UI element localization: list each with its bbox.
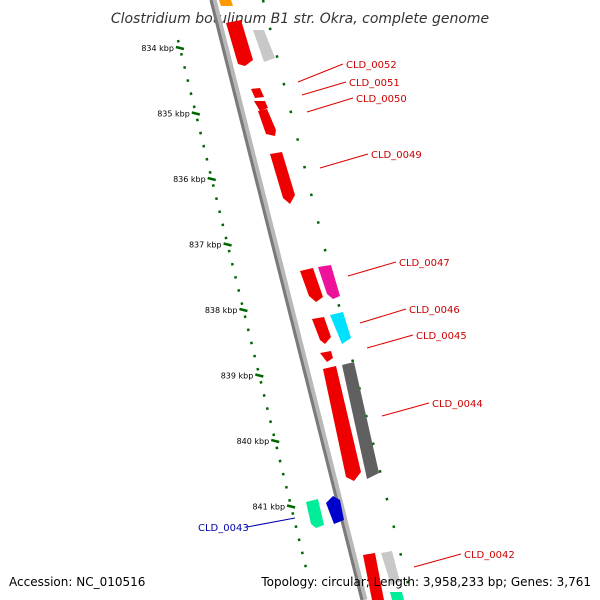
ruler-dotted-line (176, 39, 308, 569)
ruler-tick (239, 307, 248, 313)
ruler-tick (175, 45, 185, 51)
gene-cld-0049[interactable] (270, 152, 295, 204)
track-dashed-line (261, 0, 414, 600)
gene-leader-lines (246, 63, 462, 568)
gene-label-cld-0047[interactable]: CLD_0047 (399, 258, 450, 269)
ruler-tick (191, 111, 201, 116)
gene-label-cld-0052[interactable]: CLD_0052 (346, 60, 397, 71)
gene-label-cld-0046[interactable]: CLD_0046 (409, 305, 460, 316)
ruler-tick-label: 839 kbp (221, 372, 254, 381)
gene-green-bottom[interactable] (390, 592, 404, 600)
ruler-ticks: 834 kbp 835 kbp 836 kbp 837 kbp 838 kbp 839 k… (141, 44, 296, 512)
gene-cld-0046[interactable] (330, 312, 351, 344)
accession-text: Accession: NC_010516 (9, 575, 145, 589)
gene-cld-0047[interactable] (318, 265, 340, 299)
gene-cld-0045[interactable] (320, 351, 333, 362)
gene-gray-top[interactable] (253, 30, 275, 62)
gene-red-top[interactable] (226, 20, 253, 66)
gene-orange-top[interactable] (219, 0, 233, 6)
gene-cld-0043[interactable] (326, 496, 344, 524)
ruler-tick-label: 838 kbp (205, 306, 238, 315)
gene-features (219, 0, 404, 600)
ruler-tick-label: 836 kbp (173, 175, 206, 184)
gene-cld-0051[interactable] (254, 101, 268, 111)
gene-label-cld-0050[interactable]: CLD_0050 (356, 94, 407, 105)
gene-cld-0043-green[interactable] (306, 499, 324, 528)
gene-label-cld-0044[interactable]: CLD_0044 (432, 399, 483, 410)
gene-cld-0052[interactable] (251, 88, 264, 98)
ruler-tick (223, 242, 232, 247)
gene-labels: CLD_0052 CLD_0051 CLD_0050 CLD_0049 CLD_… (198, 60, 515, 561)
gene-cld-0042[interactable] (381, 551, 400, 585)
gene-cld-0046-red[interactable] (312, 317, 331, 344)
ruler-tick (255, 373, 264, 378)
gene-cld-0042-red[interactable] (363, 553, 384, 600)
ruler-tick (270, 438, 280, 444)
ruler-tick-label: 840 kbp (237, 437, 270, 446)
gene-cld-0050[interactable] (258, 109, 276, 136)
gene-label-cld-0045[interactable]: CLD_0045 (416, 331, 467, 342)
gene-cld-0047-red[interactable] (300, 268, 323, 302)
ruler-tick-label: 837 kbp (189, 241, 222, 250)
ruler-tick-label: 834 kbp (141, 44, 174, 53)
gene-label-cld-0049[interactable]: CLD_0049 (371, 150, 422, 161)
ruler-tick (286, 504, 296, 509)
ruler-tick (207, 176, 217, 182)
gene-label-cld-0042[interactable]: CLD_0042 (464, 550, 515, 561)
gene-label-cld-0051[interactable]: CLD_0051 (349, 78, 400, 89)
gene-label-cld-0043[interactable]: CLD_0043 (198, 523, 249, 534)
genome-summary-text: Topology: circular; Length: 3,958,233 bp… (260, 575, 591, 589)
map-title: Clostridium botulinum B1 str. Okra, comp… (111, 11, 489, 27)
ruler-tick-label: 841 kbp (252, 503, 285, 512)
gene-cld-0044-red[interactable] (323, 366, 361, 481)
gene-cld-0044[interactable] (342, 362, 379, 479)
ruler-tick-label: 835 kbp (157, 110, 190, 119)
